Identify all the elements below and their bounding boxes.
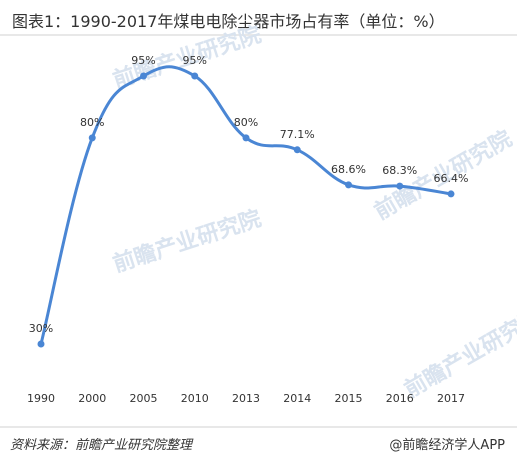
data-point-2000 bbox=[88, 134, 96, 142]
brand-credit: @前瞻经济学人APP bbox=[389, 438, 505, 453]
x-tick-2005: 2005 bbox=[130, 392, 158, 405]
data-point-2015 bbox=[345, 181, 352, 189]
watermark-text: 前瞻产业研究院 bbox=[400, 304, 517, 404]
data-label-2005: 95% bbox=[131, 54, 155, 67]
line-chart: 前瞻产业研究院 前瞻产业研究院 前瞻产业研究院 前瞻产业研究院 30% 80% 95… bbox=[27, 21, 517, 405]
data-labels: 30% 80% 95% 95% 80% 77.1% 68.6% 68.3% 66.4% bbox=[29, 54, 469, 335]
data-point-1990 bbox=[37, 340, 45, 348]
footer-divider bbox=[0, 426, 517, 428]
x-axis-tick-labels: 1990 2000 2005 2010 2013 2014 2015 2016 2017 bbox=[27, 392, 465, 405]
data-label-2013: 80% bbox=[234, 116, 258, 129]
data-label-2000: 80% bbox=[80, 116, 104, 129]
x-tick-2015: 2015 bbox=[335, 392, 363, 405]
title-divider bbox=[0, 34, 517, 36]
x-tick-2017: 2017 bbox=[437, 392, 465, 405]
data-point-2014 bbox=[293, 146, 301, 154]
x-tick-1990: 1990 bbox=[27, 392, 55, 405]
data-points bbox=[37, 72, 455, 348]
data-label-1990: 30% bbox=[29, 322, 53, 335]
x-tick-2010: 2010 bbox=[181, 392, 209, 405]
data-point-2010 bbox=[191, 72, 199, 80]
data-point-2005 bbox=[140, 72, 147, 80]
data-label-2015: 68.6% bbox=[331, 163, 366, 176]
data-label-2010: 95% bbox=[183, 54, 207, 67]
series-line bbox=[39, 65, 453, 346]
x-tick-2013: 2013 bbox=[232, 392, 260, 405]
data-point-2016 bbox=[396, 182, 404, 190]
chart-title: 图表1：1990-2017年煤电电除尘器市场占有率（单位：%） bbox=[12, 12, 445, 31]
watermark-text: 前瞻产业研究院 bbox=[110, 205, 265, 277]
data-label-2017: 66.4% bbox=[434, 172, 469, 185]
x-tick-2000: 2000 bbox=[78, 392, 106, 405]
x-tick-2014: 2014 bbox=[283, 392, 311, 405]
x-tick-2016: 2016 bbox=[386, 392, 414, 405]
data-point-2013 bbox=[242, 134, 250, 142]
data-label-2016: 68.3% bbox=[382, 164, 417, 177]
data-label-2014: 77.1% bbox=[280, 128, 315, 141]
source-note: 资料来源：前瞻产业研究院整理 bbox=[10, 438, 193, 453]
watermark-group: 前瞻产业研究院 前瞻产业研究院 前瞻产业研究院 前瞻产业研究院 bbox=[110, 21, 517, 403]
data-point-2017 bbox=[447, 190, 455, 198]
